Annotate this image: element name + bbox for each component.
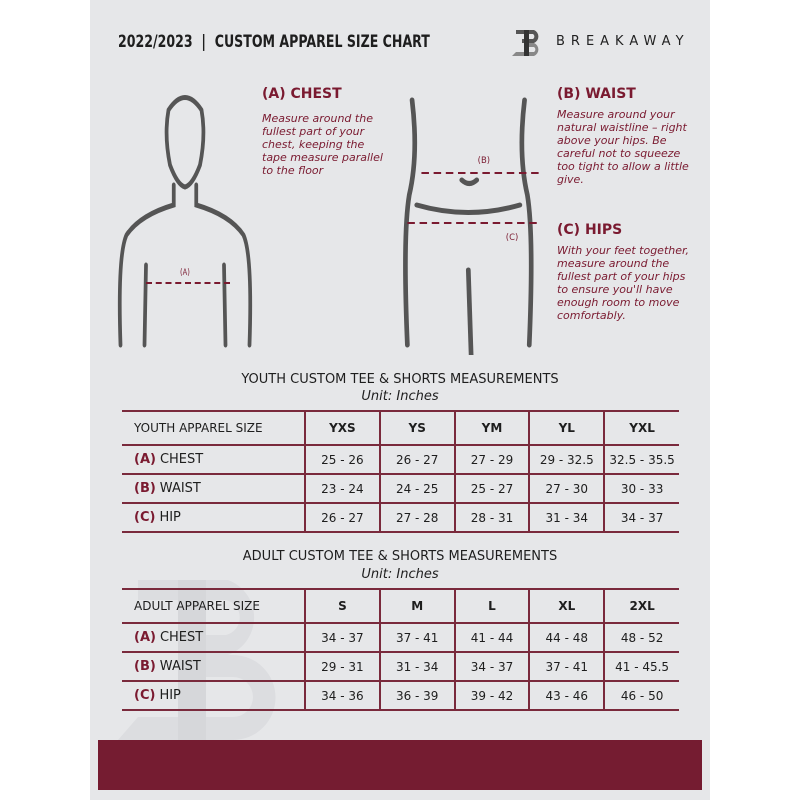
- measurement-value: 41 - 44: [453, 623, 530, 653]
- measurement-label: (A) CHEST: [122, 445, 305, 475]
- page-title: 2022/2023 | CUSTOM APPAREL SIZE CHART: [118, 32, 430, 52]
- table-row: (C) HIP 34 - 36 36 - 39 39 - 42 43 - 46 46 - 5…: [122, 681, 679, 711]
- table-header-row: ADULT APPAREL SIZE S M L XL 2XL: [122, 588, 679, 624]
- table-row: (B) WAIST 23 - 24 24 - 25 25 - 27 27 - 30 30 -…: [122, 474, 679, 504]
- adult-size-table: ADULT APPAREL SIZE S M L XL 2XL (A) CHEST 34 - 3…: [122, 588, 679, 711]
- hips-heading: (C) HIPS: [557, 222, 623, 238]
- size-label: YOUTH APPAREL SIZE: [122, 410, 305, 446]
- measurement-name: HIP: [159, 688, 181, 703]
- measurement-value: 46 - 50: [603, 681, 679, 711]
- measurement-code: (B): [134, 659, 156, 674]
- measurement-value: 43 - 46: [528, 681, 605, 711]
- waist-heading: (B) WAIST: [557, 86, 636, 102]
- measurement-value: 25 - 27: [453, 474, 530, 504]
- measurement-value: 27 - 30: [528, 474, 605, 504]
- waist-description: Measure around your natural waistline – …: [557, 108, 689, 186]
- measurement-value: 34 - 37: [453, 652, 530, 682]
- measurement-value: 25 - 26: [304, 445, 380, 475]
- size-header: S: [304, 588, 380, 624]
- size-header: YS: [378, 410, 455, 446]
- measurement-code: (A): [134, 452, 156, 467]
- measurement-value: 31 - 34: [378, 652, 455, 682]
- measurement-value: 37 - 41: [528, 652, 605, 682]
- size-header: YXL: [603, 410, 679, 446]
- hips-marker: (C): [506, 233, 518, 243]
- table-row: (B) WAIST 29 - 31 31 - 34 34 - 37 37 - 41 41 -…: [122, 652, 679, 682]
- youth-unit: Unit: Inches: [361, 389, 439, 404]
- measurement-value: 36 - 39: [378, 681, 455, 711]
- footer-bar: [98, 740, 702, 790]
- upper-body-illustration: (A): [117, 95, 253, 348]
- measurement-code: (B): [134, 481, 156, 496]
- youth-size-table: YOUTH APPAREL SIZE YXS YS YM YL YXL (A) CHEST 25…: [122, 410, 679, 533]
- measurement-value: 34 - 37: [304, 623, 380, 653]
- size-label: ADULT APPAREL SIZE: [122, 588, 305, 624]
- lower-body-illustration: (B) (C): [403, 97, 539, 355]
- size-header: YL: [528, 410, 605, 446]
- measurement-value: 34 - 36: [304, 681, 380, 711]
- measurement-name: WAIST: [159, 481, 201, 496]
- measurement-code: (C): [134, 688, 156, 703]
- measurement-value: 31 - 34: [528, 503, 605, 533]
- measurement-code: (A): [134, 630, 156, 645]
- measurement-name: CHEST: [159, 452, 204, 467]
- measurement-value: 23 - 24: [304, 474, 380, 504]
- chest-marker: (A): [180, 267, 190, 277]
- measurement-label: (A) CHEST: [122, 623, 305, 653]
- table-row: (A) CHEST 25 - 26 26 - 27 27 - 29 29 - 32.5 32…: [122, 445, 679, 475]
- measurement-value: 30 - 33: [603, 474, 679, 504]
- adult-unit: Unit: Inches: [361, 567, 439, 582]
- size-header: L: [453, 588, 530, 624]
- brand-name: BREAKAWAY: [556, 34, 690, 49]
- measurement-value: 26 - 27: [304, 503, 380, 533]
- measurement-name: HIP: [159, 510, 181, 525]
- measurement-label: (C) HIP: [122, 503, 305, 533]
- measurement-value: 27 - 28: [378, 503, 455, 533]
- measurement-value: 34 - 37: [603, 503, 679, 533]
- measurement-value: 37 - 41: [378, 623, 455, 653]
- chest-description: Measure around the fullest part of your …: [262, 112, 383, 177]
- table-row: (A) CHEST 34 - 37 37 - 41 41 - 44 44 - 48 48 -…: [122, 623, 679, 653]
- measurement-label: (B) WAIST: [122, 652, 305, 682]
- size-header: YXS: [304, 410, 380, 446]
- size-header: YM: [453, 410, 530, 446]
- measurement-label: (C) HIP: [122, 681, 305, 711]
- measurement-value: 24 - 25: [378, 474, 455, 504]
- measurement-value: 48 - 52: [603, 623, 679, 653]
- size-header: M: [378, 588, 455, 624]
- breakaway-logo-icon: [512, 30, 539, 56]
- measurement-value: 44 - 48: [528, 623, 605, 653]
- measurement-code: (C): [134, 510, 156, 525]
- measurement-label: (B) WAIST: [122, 474, 305, 504]
- measurement-name: WAIST: [159, 659, 201, 674]
- size-header: XL: [528, 588, 605, 624]
- measurement-value: 32.5 - 35.5: [603, 445, 679, 475]
- measurement-value: 28 - 31: [453, 503, 530, 533]
- table-header-row: YOUTH APPAREL SIZE YXS YS YM YL YXL: [122, 410, 679, 446]
- youth-table-title: YOUTH CUSTOM TEE & SHORTS MEASUREMENTS: [241, 372, 559, 387]
- measurement-value: 41 - 45.5: [603, 652, 679, 682]
- measurement-value: 27 - 29: [453, 445, 530, 475]
- chest-heading: (A) CHEST: [262, 86, 342, 102]
- measurement-value: 39 - 42: [453, 681, 530, 711]
- hips-description: With your feet together, measure around …: [557, 244, 690, 322]
- measurement-value: 29 - 31: [304, 652, 380, 682]
- adult-table-title: ADULT CUSTOM TEE & SHORTS MEASUREMENTS: [242, 549, 558, 564]
- table-row: (C) HIP 26 - 27 27 - 28 28 - 31 31 - 34 34 - 3…: [122, 503, 679, 533]
- measurement-value: 29 - 32.5: [528, 445, 605, 475]
- measurement-name: CHEST: [159, 630, 204, 645]
- measurement-value: 26 - 27: [378, 445, 455, 475]
- size-header: 2XL: [603, 588, 679, 624]
- waist-marker: (B): [478, 156, 490, 166]
